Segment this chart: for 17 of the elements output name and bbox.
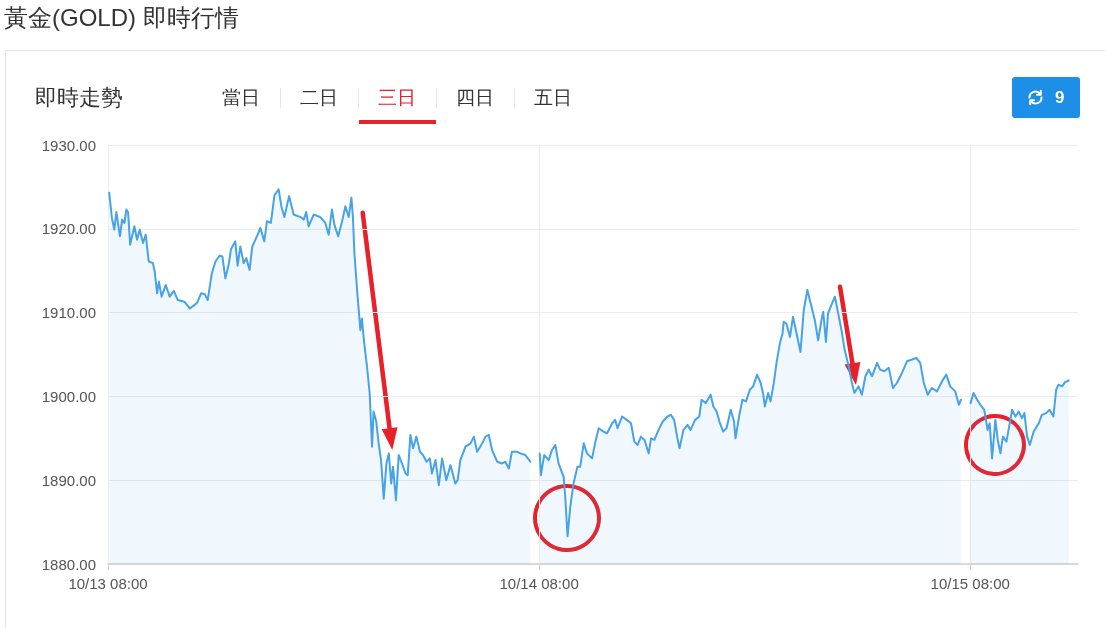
text: 三日 [378,87,416,108]
y-tick-label: 1900.00 [41,387,96,405]
y-tick-label: 1920.00 [41,220,96,238]
y-tick-label: 1930.00 [41,136,96,154]
text: 二日 [300,87,338,108]
chart-title: 黃金(GOLD) 即時行情 [4,3,239,33]
y-tick-label: 1910.00 [41,304,96,322]
refresh-button: 9 [1012,77,1080,118]
text: 五日 [534,87,572,108]
text: 四日 [456,87,494,108]
text: 當日 [222,87,260,108]
x-tick-label: 10/14 08:00 [499,575,579,592]
y-tick-label: 1880.00 [41,555,96,573]
x-tick-label: 10/13 08:00 [68,575,148,592]
y-tick-label: 1890.00 [41,471,96,489]
x-tick-label: 10/15 08:00 [930,575,1010,592]
chart-subtitle: 即時走勢 [35,84,123,112]
